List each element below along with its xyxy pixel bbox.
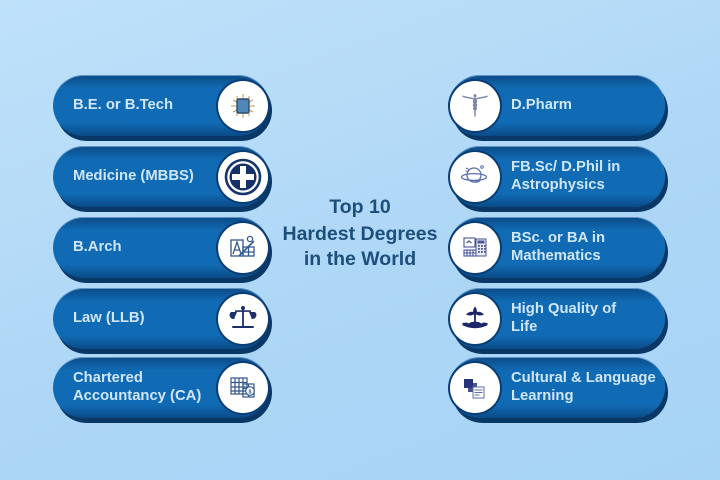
svg-text:$: $ — [249, 389, 252, 395]
